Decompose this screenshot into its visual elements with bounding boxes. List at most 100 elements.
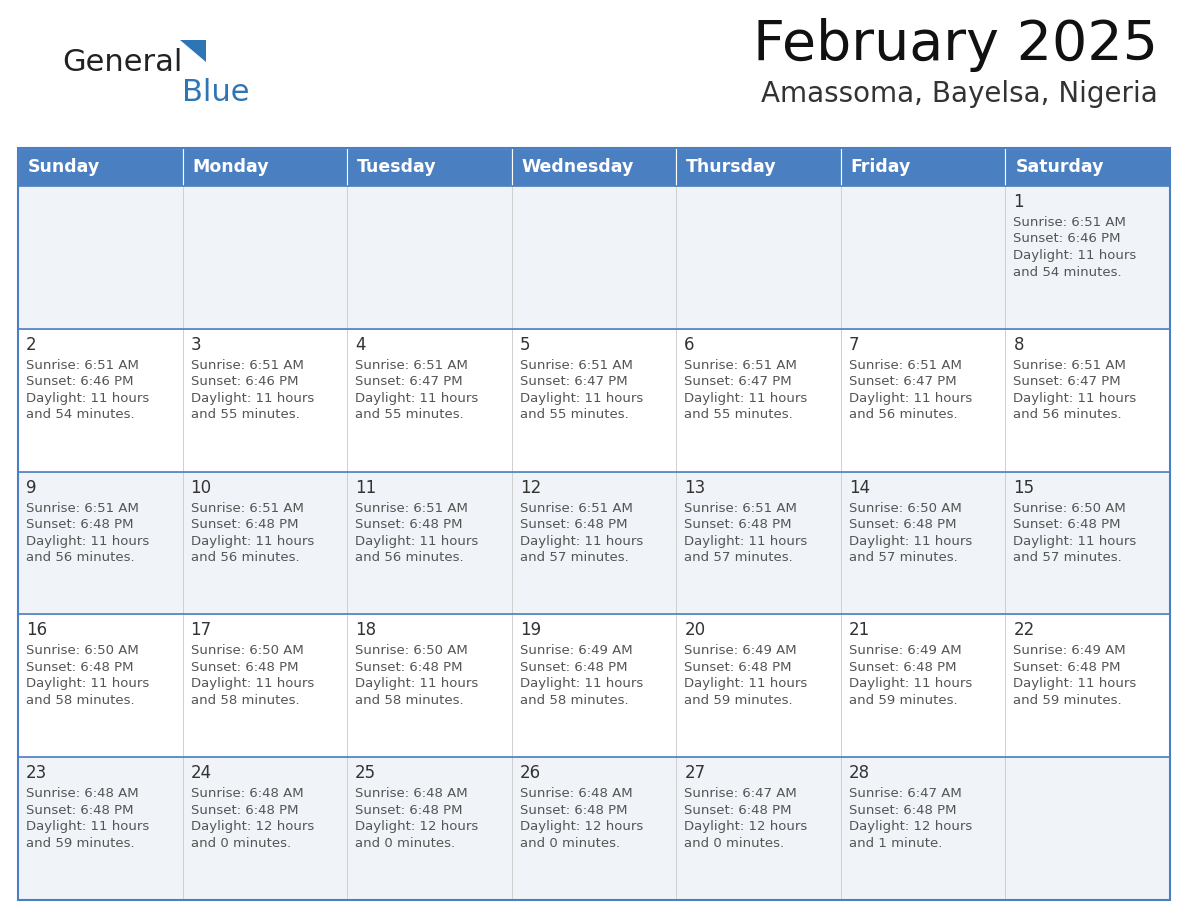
Bar bbox=[18, 757, 183, 900]
Text: Daylight: 12 hours: Daylight: 12 hours bbox=[190, 820, 314, 834]
Text: Sunset: 6:48 PM: Sunset: 6:48 PM bbox=[355, 518, 462, 532]
Text: Sunrise: 6:51 AM: Sunrise: 6:51 AM bbox=[519, 359, 632, 372]
Text: and 57 minutes.: and 57 minutes. bbox=[684, 551, 794, 564]
Text: Sunset: 6:48 PM: Sunset: 6:48 PM bbox=[190, 661, 298, 674]
Text: 22: 22 bbox=[1013, 621, 1035, 640]
Text: Sunday: Sunday bbox=[29, 158, 100, 176]
Bar bbox=[18, 148, 183, 186]
Text: Daylight: 11 hours: Daylight: 11 hours bbox=[849, 392, 972, 405]
Text: Sunset: 6:48 PM: Sunset: 6:48 PM bbox=[519, 661, 627, 674]
Text: Daylight: 11 hours: Daylight: 11 hours bbox=[26, 392, 150, 405]
Text: Daylight: 11 hours: Daylight: 11 hours bbox=[519, 392, 643, 405]
Text: Daylight: 11 hours: Daylight: 11 hours bbox=[684, 534, 808, 548]
Text: Sunrise: 6:50 AM: Sunrise: 6:50 AM bbox=[26, 644, 139, 657]
Text: Daylight: 11 hours: Daylight: 11 hours bbox=[519, 677, 643, 690]
Text: Daylight: 11 hours: Daylight: 11 hours bbox=[849, 534, 972, 548]
Text: Sunset: 6:48 PM: Sunset: 6:48 PM bbox=[519, 518, 627, 532]
Text: and 56 minutes.: and 56 minutes. bbox=[849, 409, 958, 421]
Text: Sunrise: 6:50 AM: Sunrise: 6:50 AM bbox=[1013, 501, 1126, 515]
Text: February 2025: February 2025 bbox=[753, 18, 1158, 72]
Bar bbox=[676, 614, 841, 757]
Text: Sunset: 6:48 PM: Sunset: 6:48 PM bbox=[684, 803, 791, 817]
Text: Sunrise: 6:51 AM: Sunrise: 6:51 AM bbox=[519, 501, 632, 515]
Text: 10: 10 bbox=[190, 478, 211, 497]
Bar bbox=[841, 329, 1005, 472]
Text: Sunrise: 6:47 AM: Sunrise: 6:47 AM bbox=[849, 788, 961, 800]
Bar bbox=[347, 148, 512, 186]
Text: Sunrise: 6:50 AM: Sunrise: 6:50 AM bbox=[355, 644, 468, 657]
Bar bbox=[1005, 472, 1170, 614]
Text: and 56 minutes.: and 56 minutes. bbox=[26, 551, 134, 564]
Text: and 59 minutes.: and 59 minutes. bbox=[1013, 694, 1121, 707]
Text: Sunrise: 6:51 AM: Sunrise: 6:51 AM bbox=[849, 359, 962, 372]
Text: Sunset: 6:48 PM: Sunset: 6:48 PM bbox=[26, 661, 133, 674]
Text: and 58 minutes.: and 58 minutes. bbox=[26, 694, 134, 707]
Text: Sunset: 6:47 PM: Sunset: 6:47 PM bbox=[519, 375, 627, 388]
Text: Sunrise: 6:49 AM: Sunrise: 6:49 AM bbox=[684, 644, 797, 657]
Text: Sunrise: 6:47 AM: Sunrise: 6:47 AM bbox=[684, 788, 797, 800]
Text: Sunrise: 6:48 AM: Sunrise: 6:48 AM bbox=[190, 788, 303, 800]
Text: and 58 minutes.: and 58 minutes. bbox=[355, 694, 463, 707]
Text: Daylight: 12 hours: Daylight: 12 hours bbox=[684, 820, 808, 834]
Text: Daylight: 11 hours: Daylight: 11 hours bbox=[26, 677, 150, 690]
Text: Daylight: 11 hours: Daylight: 11 hours bbox=[26, 534, 150, 548]
Bar bbox=[512, 472, 676, 614]
Text: Daylight: 11 hours: Daylight: 11 hours bbox=[1013, 249, 1137, 262]
Text: Sunset: 6:47 PM: Sunset: 6:47 PM bbox=[355, 375, 463, 388]
Bar bbox=[183, 148, 347, 186]
Text: 4: 4 bbox=[355, 336, 366, 353]
Text: 24: 24 bbox=[190, 764, 211, 782]
Bar bbox=[512, 329, 676, 472]
Text: 19: 19 bbox=[519, 621, 541, 640]
Bar bbox=[183, 329, 347, 472]
Text: 9: 9 bbox=[26, 478, 37, 497]
Text: 28: 28 bbox=[849, 764, 870, 782]
Text: Sunrise: 6:50 AM: Sunrise: 6:50 AM bbox=[849, 501, 961, 515]
Polygon shape bbox=[181, 40, 206, 62]
Text: 8: 8 bbox=[1013, 336, 1024, 353]
Text: 13: 13 bbox=[684, 478, 706, 497]
Text: and 55 minutes.: and 55 minutes. bbox=[684, 409, 794, 421]
Bar bbox=[512, 614, 676, 757]
Text: and 59 minutes.: and 59 minutes. bbox=[684, 694, 792, 707]
Bar bbox=[676, 186, 841, 329]
Text: 25: 25 bbox=[355, 764, 377, 782]
Text: Sunset: 6:48 PM: Sunset: 6:48 PM bbox=[355, 661, 462, 674]
Text: 21: 21 bbox=[849, 621, 870, 640]
Text: Daylight: 12 hours: Daylight: 12 hours bbox=[849, 820, 972, 834]
Text: Sunset: 6:48 PM: Sunset: 6:48 PM bbox=[26, 518, 133, 532]
Text: Sunrise: 6:51 AM: Sunrise: 6:51 AM bbox=[26, 359, 139, 372]
Bar bbox=[841, 614, 1005, 757]
Text: and 57 minutes.: and 57 minutes. bbox=[519, 551, 628, 564]
Text: and 59 minutes.: and 59 minutes. bbox=[26, 836, 134, 850]
Text: Blue: Blue bbox=[182, 78, 249, 107]
Text: Sunset: 6:48 PM: Sunset: 6:48 PM bbox=[190, 518, 298, 532]
Text: Sunset: 6:48 PM: Sunset: 6:48 PM bbox=[1013, 518, 1121, 532]
Text: Friday: Friday bbox=[851, 158, 911, 176]
Text: 23: 23 bbox=[26, 764, 48, 782]
Text: 5: 5 bbox=[519, 336, 530, 353]
Text: and 58 minutes.: and 58 minutes. bbox=[519, 694, 628, 707]
Bar bbox=[18, 186, 183, 329]
Text: and 55 minutes.: and 55 minutes. bbox=[355, 409, 463, 421]
Text: 3: 3 bbox=[190, 336, 201, 353]
Bar bbox=[1005, 757, 1170, 900]
Text: Daylight: 11 hours: Daylight: 11 hours bbox=[849, 677, 972, 690]
Text: Daylight: 11 hours: Daylight: 11 hours bbox=[190, 392, 314, 405]
Bar bbox=[512, 148, 676, 186]
Text: Sunrise: 6:50 AM: Sunrise: 6:50 AM bbox=[190, 644, 303, 657]
Text: Sunset: 6:48 PM: Sunset: 6:48 PM bbox=[684, 518, 791, 532]
Text: Daylight: 11 hours: Daylight: 11 hours bbox=[355, 392, 479, 405]
Bar bbox=[347, 329, 512, 472]
Text: Daylight: 12 hours: Daylight: 12 hours bbox=[519, 820, 643, 834]
Text: Sunrise: 6:48 AM: Sunrise: 6:48 AM bbox=[26, 788, 139, 800]
Text: Daylight: 11 hours: Daylight: 11 hours bbox=[1013, 534, 1137, 548]
Text: 16: 16 bbox=[26, 621, 48, 640]
Text: and 57 minutes.: and 57 minutes. bbox=[1013, 551, 1123, 564]
Bar bbox=[841, 148, 1005, 186]
Bar bbox=[18, 614, 183, 757]
Text: and 1 minute.: and 1 minute. bbox=[849, 836, 942, 850]
Text: Thursday: Thursday bbox=[687, 158, 777, 176]
Text: 20: 20 bbox=[684, 621, 706, 640]
Text: 18: 18 bbox=[355, 621, 377, 640]
